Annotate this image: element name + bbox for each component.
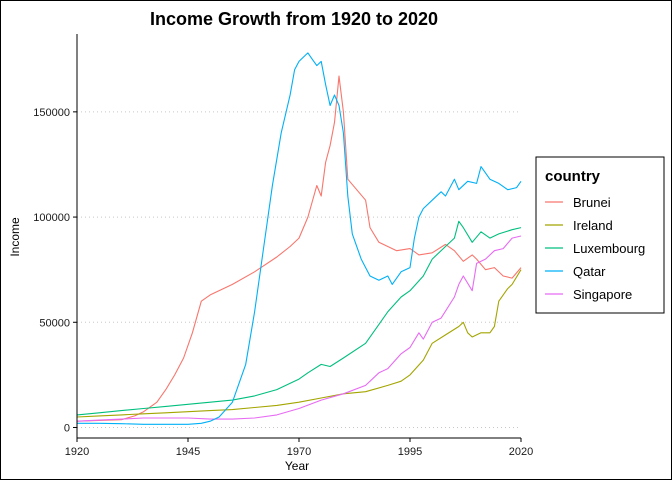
series-line-qatar xyxy=(77,52,522,425)
legend-label-singapore: Singapore xyxy=(573,287,632,302)
chart-title: Income Growth from 1920 to 2020 xyxy=(150,9,438,29)
legend-item-qatar: Qatar xyxy=(545,264,606,279)
legend-label-qatar: Qatar xyxy=(573,264,606,279)
series-line-singapore xyxy=(76,235,522,422)
x-tick-label: 1945 xyxy=(176,446,200,458)
x-tick-label: 1970 xyxy=(287,446,311,458)
legend-label-brunei: Brunei xyxy=(573,195,611,210)
y-tick-label: 0 xyxy=(64,422,70,434)
legend-label-ireland: Ireland xyxy=(573,218,613,233)
y-tick-label: 50000 xyxy=(39,317,70,329)
legend-label-luxembourg: Luxembourg xyxy=(573,241,645,256)
legend-item-brunei: Brunei xyxy=(545,195,611,210)
y-tick-label: 100000 xyxy=(33,212,70,224)
x-tick-label: 2020 xyxy=(509,446,533,458)
axes: 0 50000 100000 150000 1920 1945 1970 1995 2020 xyxy=(33,34,533,458)
series-line-brunei xyxy=(76,75,522,422)
x-axis-title: Year xyxy=(285,459,309,473)
legend-item-singapore: Singapore xyxy=(545,287,632,302)
legend-item-ireland: Ireland xyxy=(545,218,613,233)
series-lines xyxy=(76,52,522,425)
legend-title: country xyxy=(545,168,601,185)
y-tick-label: 150000 xyxy=(33,107,70,119)
legend-items: Brunei Ireland Luxembourg Qatar Singapore xyxy=(545,195,645,302)
legend-item-luxembourg: Luxembourg xyxy=(545,241,645,256)
legend-box xyxy=(535,156,665,314)
series-line-luxembourg xyxy=(76,220,522,416)
y-axis-title: Income xyxy=(8,217,22,257)
legend: country Brunei Ireland Luxembourg Qatar Sing… xyxy=(535,156,665,314)
x-tick-label: 1995 xyxy=(398,446,422,458)
gridlines xyxy=(77,111,521,428)
series-line-ireland xyxy=(76,269,522,418)
x-tick-label: 1920 xyxy=(65,446,89,458)
